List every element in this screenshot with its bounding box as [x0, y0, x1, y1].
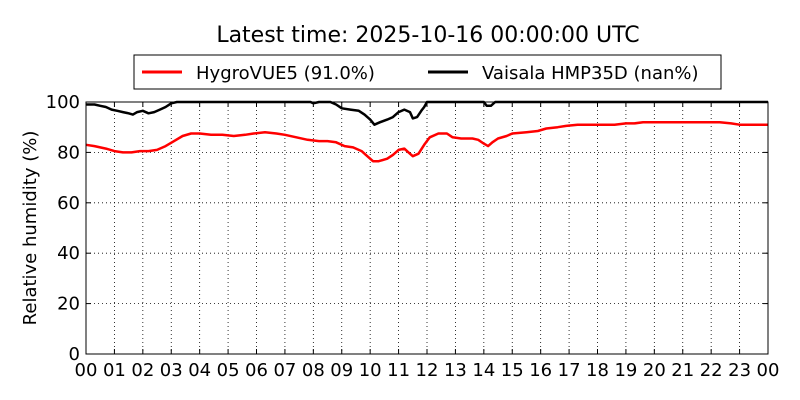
- x-tick-label: 05: [217, 360, 240, 381]
- x-tick-label: 03: [160, 360, 183, 381]
- x-tick-label: 23: [728, 360, 751, 381]
- x-tick-label: 19: [614, 360, 637, 381]
- x-tick-label: 16: [529, 360, 552, 381]
- legend-box: [133, 54, 722, 90]
- y-tick-label: 60: [57, 193, 80, 214]
- legend: HygroVUE5 (91.0%) Vaisala HMP35D (nan%): [133, 54, 722, 90]
- y-tick-label: 100: [46, 92, 80, 113]
- x-tick-label: 11: [387, 360, 410, 381]
- x-tick-label: 08: [302, 360, 325, 381]
- series-line-vaisala: [86, 100, 768, 126]
- x-tick-label: 22: [700, 360, 723, 381]
- legend-label-hygrovue5: HygroVUE5 (91.0%): [196, 63, 375, 84]
- ticks: 00 01 02 03 04 05 06 07 08 09 10 11 12 13 14 15 16 17 18 19…: [46, 92, 780, 381]
- x-tick-label: 01: [103, 360, 126, 381]
- x-tick-label: 13: [444, 360, 467, 381]
- x-tick-label: 00: [757, 360, 780, 381]
- x-tick-label: 15: [501, 360, 524, 381]
- y-axis-label: Relative humidity (%): [20, 131, 41, 326]
- x-tick-label: 02: [131, 360, 154, 381]
- x-tick-label: 07: [273, 360, 296, 381]
- x-tick-label: 12: [416, 360, 439, 381]
- x-tick-label: 17: [558, 360, 581, 381]
- grid: [86, 102, 768, 354]
- x-tick-label: 14: [472, 360, 495, 381]
- legend-label-vaisala: Vaisala HMP35D (nan%): [482, 63, 699, 84]
- x-tick-label: 10: [359, 360, 382, 381]
- x-tick-label: 21: [671, 360, 694, 381]
- x-tick-label: 06: [245, 360, 268, 381]
- x-tick-label: 18: [586, 360, 609, 381]
- x-tick-label: 09: [330, 360, 353, 381]
- y-tick-label: 0: [69, 344, 80, 365]
- y-tick-label: 80: [57, 142, 80, 163]
- series-layer: [85, 100, 768, 163]
- x-tick-label: 04: [188, 360, 211, 381]
- x-tick-label: 20: [643, 360, 666, 381]
- chart-title: Latest time: 2025-10-16 00:00:00 UTC: [216, 23, 639, 48]
- y-tick-label: 20: [57, 294, 80, 315]
- y-tick-label: 40: [57, 243, 80, 264]
- series-line-hygrovue5: [85, 120, 768, 163]
- x-tick-label: 00: [75, 360, 98, 381]
